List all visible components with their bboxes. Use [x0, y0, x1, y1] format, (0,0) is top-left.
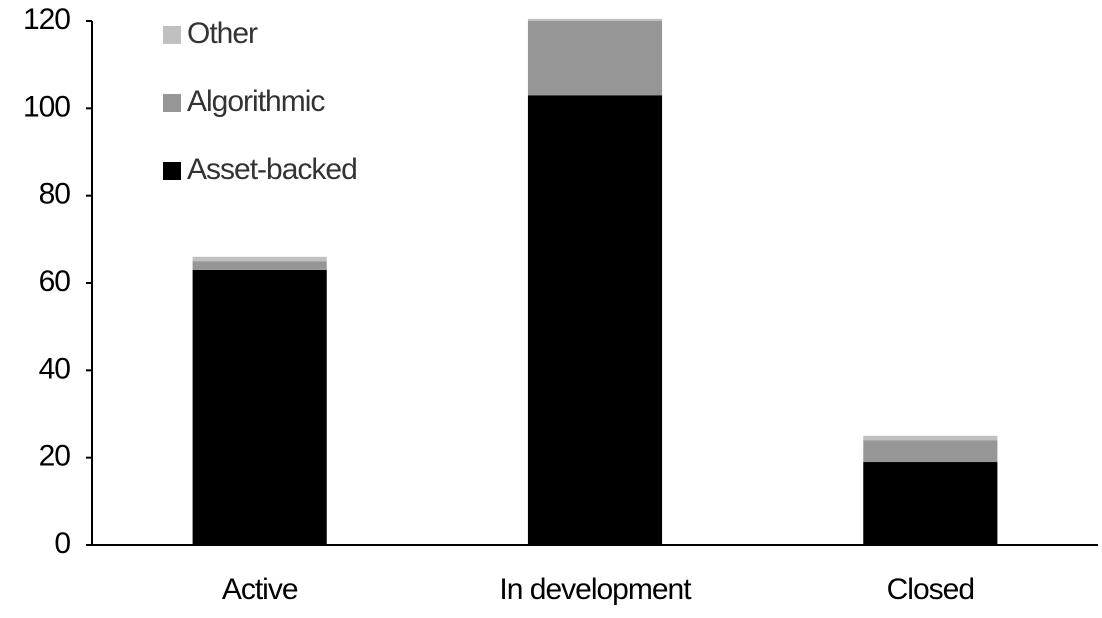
x-tick-label: Closed	[887, 573, 974, 606]
legend-label: Other	[187, 17, 258, 50]
x-tick-label: In development	[499, 573, 692, 606]
y-tick-label: 120	[23, 3, 70, 36]
bar-segment	[192, 256, 327, 262]
bar-segment	[192, 269, 327, 545]
legend-label: Algorithmic	[187, 85, 325, 118]
bar-segment	[863, 462, 998, 545]
y-tick-label: 20	[39, 440, 71, 473]
bar-segment	[192, 261, 327, 270]
y-tick-label: 0	[54, 527, 70, 560]
y-tick-label: 60	[39, 265, 71, 298]
legend-label: Asset-backed	[187, 153, 357, 186]
legend-swatch	[163, 162, 181, 180]
y-tick-label: 100	[23, 90, 70, 123]
bar-segment	[863, 435, 998, 441]
x-tick-label: Active	[222, 573, 298, 606]
bar-segment	[527, 21, 663, 96]
y-tick-label: 40	[39, 352, 71, 385]
bar-segment	[863, 440, 998, 463]
y-tick-label: 80	[39, 178, 71, 211]
legend-swatch	[163, 26, 181, 44]
bar-segment	[527, 95, 663, 545]
bar-segment	[527, 18, 663, 21]
legend-swatch	[163, 94, 181, 112]
